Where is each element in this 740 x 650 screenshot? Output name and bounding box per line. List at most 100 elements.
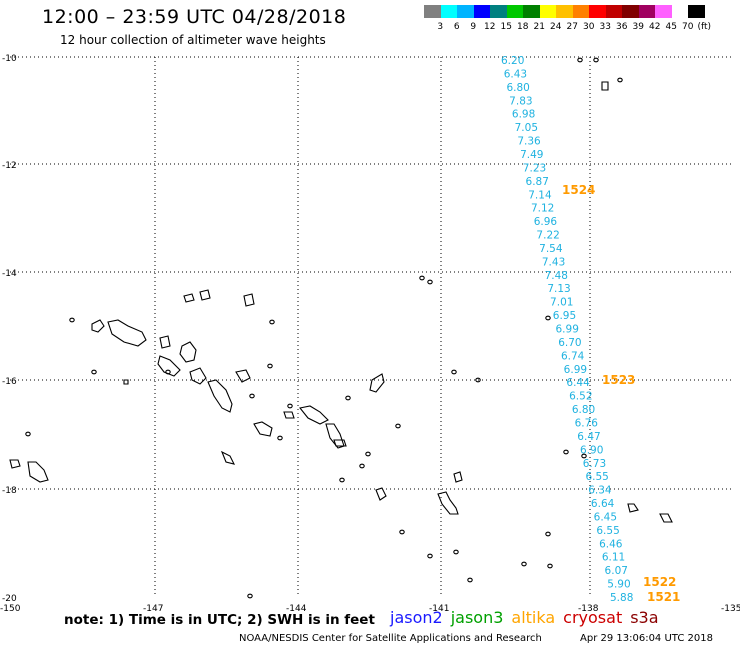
- wave-height-label: 6.99: [564, 364, 587, 376]
- pass-time-label: 1521: [647, 590, 680, 604]
- wave-height-label: 7.01: [550, 297, 573, 309]
- wave-height-label: 6.11: [602, 552, 625, 564]
- wave-height-label: 7.05: [515, 122, 538, 134]
- legend-label: 42: [649, 22, 661, 32]
- small-island: [247, 593, 253, 599]
- small-island: [277, 435, 283, 441]
- lon-tick-label: -150: [0, 604, 21, 614]
- small-island: [91, 369, 97, 375]
- island-outline: [179, 341, 197, 363]
- wave-height-label: 7.14: [528, 189, 552, 201]
- island-outline: [601, 81, 609, 91]
- island-outline: [453, 471, 463, 483]
- legend-swatch: [424, 5, 441, 18]
- satellite-jason2: jason2: [390, 608, 443, 627]
- small-island: [249, 393, 255, 399]
- wave-height-label: 5.88: [610, 592, 633, 604]
- small-island: [365, 451, 371, 457]
- small-island: [467, 577, 473, 583]
- island-outline: [27, 461, 49, 483]
- legend-swatch: [506, 5, 523, 18]
- legend-label: 45: [665, 22, 677, 32]
- wave-height-label: 7.36: [517, 136, 541, 148]
- wave-height-label: 6.76: [575, 417, 599, 429]
- pass-time-label: 1524: [562, 183, 595, 197]
- legend-swatch: [490, 5, 507, 18]
- wave-height-label: 7.48: [545, 270, 568, 282]
- legend-swatch: [523, 5, 540, 18]
- wave-height-label: 7.23: [523, 162, 546, 174]
- small-island: [287, 403, 293, 409]
- island-outline: [369, 373, 385, 393]
- small-island: [563, 449, 569, 455]
- small-island: [545, 315, 551, 321]
- small-island: [399, 529, 405, 535]
- island-outline: [183, 293, 195, 303]
- small-island: [547, 563, 553, 569]
- small-island: [475, 377, 481, 383]
- wave-height-label: 6.80: [506, 82, 529, 94]
- small-island: [269, 319, 275, 325]
- wave-height-label: 6.98: [512, 109, 535, 121]
- lat-tick-label: -14: [2, 269, 17, 279]
- small-island: [339, 477, 345, 483]
- legend-swatch: [605, 5, 622, 18]
- wave-height-label: 6.87: [526, 176, 549, 188]
- legend-swatch: [539, 5, 556, 18]
- satellite-altika: altika: [511, 608, 556, 627]
- altimeter-track: 6.206.436.807.836.987.057.367.497.236.87…: [501, 55, 633, 604]
- footer: NOAA/NESDIS Center for Satellite Applica…: [239, 633, 713, 644]
- pass-time-label: 1523: [602, 373, 635, 387]
- legend-label: 3: [437, 22, 444, 32]
- island-outline: [375, 487, 387, 501]
- island-outline: [659, 513, 673, 523]
- island-outline: [107, 319, 147, 347]
- wave-height-label: 7.54: [539, 243, 563, 255]
- footer-timestamp: Apr 29 13:06:04 UTC 2018: [580, 633, 713, 644]
- island-outline: [207, 379, 233, 413]
- island-outline: [199, 289, 211, 301]
- satellite-s3a: s3a: [630, 608, 659, 627]
- color-scale-bar: [424, 5, 705, 18]
- wave-height-label: 7.49: [520, 149, 543, 161]
- wave-height-label: 6.55: [585, 471, 608, 483]
- wave-height-label: 5.90: [607, 579, 630, 591]
- small-island: [267, 363, 273, 369]
- wave-height-label: 7.12: [531, 203, 554, 215]
- lon-tick-label: -144: [286, 604, 307, 614]
- lat-tick-label: -16: [2, 377, 17, 387]
- legend-swatch: [688, 5, 705, 18]
- wave-height-label: 6.80: [572, 404, 595, 416]
- wave-height-label: 7.83: [509, 95, 532, 107]
- island-outline: [283, 411, 295, 419]
- wave-height-label: 6.73: [583, 458, 606, 470]
- legend-swatch: [638, 5, 655, 18]
- island-outline: [159, 335, 171, 349]
- footer-credit: NOAA/NESDIS Center for Satellite Applica…: [239, 633, 542, 644]
- small-island: [453, 549, 459, 555]
- island-outline: [157, 355, 181, 377]
- small-island: [427, 279, 433, 285]
- legend-label: 12: [484, 22, 496, 32]
- small-island: [345, 395, 351, 401]
- legend-label: 33: [599, 22, 611, 32]
- satellite-cryosat: cryosat: [563, 608, 623, 627]
- legend-label: 70: [682, 22, 694, 32]
- legend-swatch: [457, 5, 474, 18]
- legend-label: 9: [470, 22, 477, 32]
- satellite-jason3: jason3: [450, 608, 504, 627]
- island-outline: [243, 293, 255, 307]
- legend-swatch: [671, 5, 688, 18]
- small-island: [521, 561, 527, 567]
- wave-height-label: 7.13: [547, 283, 570, 295]
- legend-label: 18: [517, 22, 529, 32]
- island-outline: [123, 379, 129, 385]
- wave-height-label: 6.90: [580, 444, 603, 456]
- island-outline: [189, 367, 207, 385]
- legend-label: 30: [583, 22, 595, 32]
- small-island: [165, 369, 171, 375]
- legend-swatch: [572, 5, 589, 18]
- legend-label: 21: [533, 22, 545, 32]
- island-outline: [220, 450, 236, 465]
